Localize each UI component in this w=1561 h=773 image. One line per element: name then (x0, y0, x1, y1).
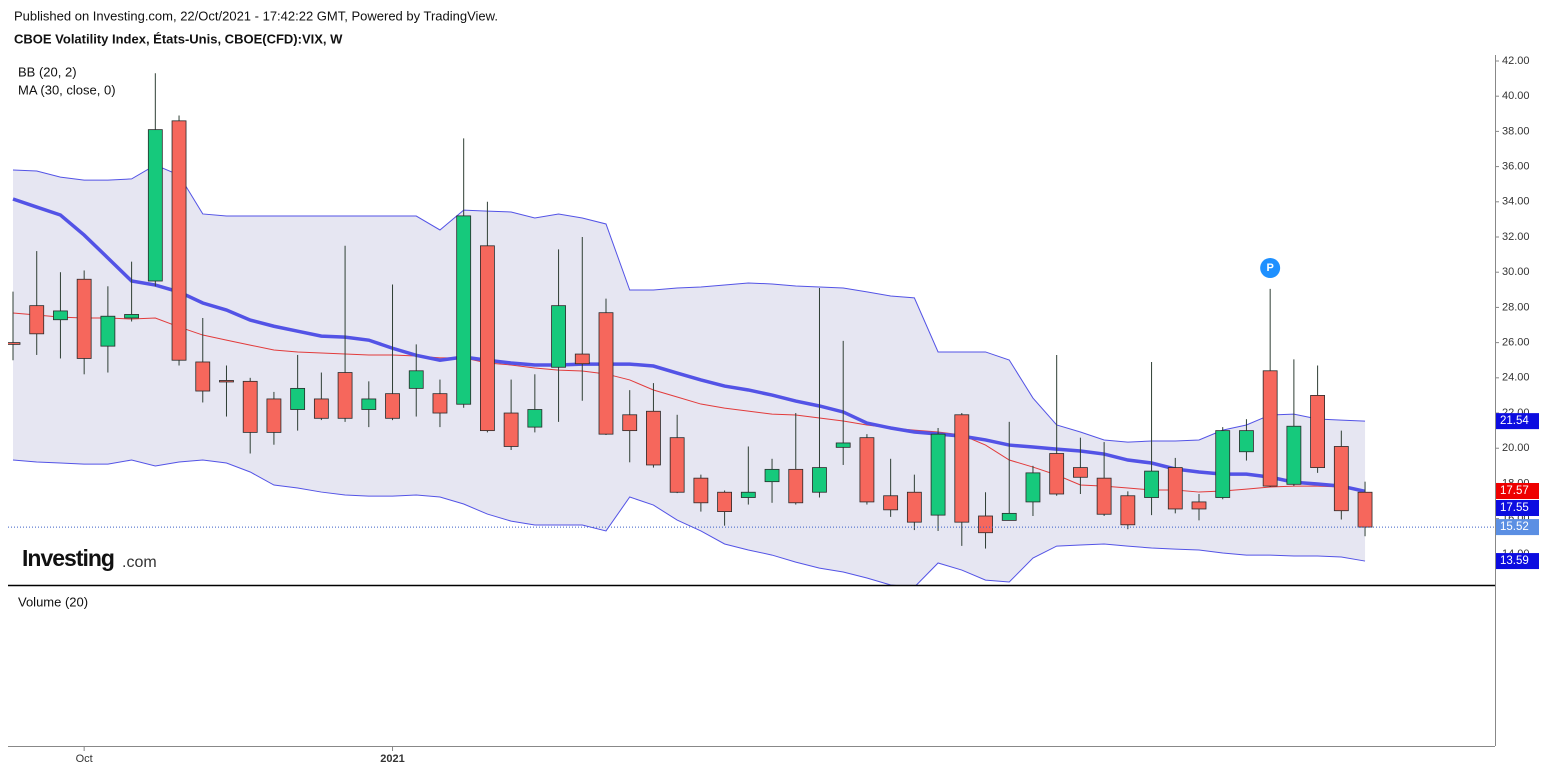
candle-body (598, 312, 614, 435)
value-label: 13.59 (1500, 555, 1529, 567)
logo: Investing (22, 545, 114, 571)
value-label-box (1496, 553, 1539, 570)
candle-body (124, 314, 139, 319)
bb-basis (12, 197, 1366, 494)
y-tick-label: 34.00 (1502, 196, 1530, 208)
annotation-marker (1260, 258, 1281, 278)
value-label-box (1496, 413, 1539, 430)
annotation-text: P (1266, 262, 1273, 274)
candle-body (1167, 467, 1183, 510)
candle-body (978, 515, 993, 534)
chart-title: CBOE Volatility Index, États-Unis, CBOE(… (14, 31, 343, 46)
value-label: 15.52 (1500, 521, 1529, 533)
candle-body (764, 468, 780, 483)
candle-body (195, 361, 211, 392)
candle-body (906, 491, 922, 523)
y-tick-label: 26.00 (1502, 337, 1530, 349)
value-label: 17.55 (1500, 502, 1529, 514)
candle-body (812, 467, 827, 493)
candle-body (1073, 467, 1088, 478)
candle-body (1286, 425, 1302, 485)
candle-body (1333, 446, 1349, 512)
candle-body (646, 410, 661, 466)
candle-body (171, 120, 187, 361)
candle-body (835, 442, 851, 448)
candle-body (29, 305, 45, 335)
y-tick-label: 24.00 (1502, 372, 1530, 384)
y-tick-label: 30.00 (1502, 266, 1530, 278)
bb-lower (12, 459, 1366, 585)
candle-body (290, 387, 306, 410)
legend-bb: BB (20, 2) (18, 64, 77, 79)
candle-body (76, 278, 92, 359)
candle-body (1049, 453, 1065, 495)
candle-body (456, 215, 472, 405)
value-label-box (1496, 519, 1539, 536)
candle-body (147, 129, 163, 282)
candle-body (788, 468, 804, 504)
value-label: 17.57 (1500, 485, 1529, 497)
candle-body (100, 315, 116, 347)
candle-body (1239, 430, 1254, 453)
candle-body (408, 370, 424, 389)
candle-body (219, 380, 234, 383)
value-label: 21.54 (1500, 415, 1529, 427)
logo-suffix: .com (122, 554, 157, 571)
value-label-box (1496, 483, 1539, 500)
y-tick-label: 32.00 (1502, 231, 1530, 243)
candle-body (1001, 512, 1017, 521)
candle-body (8, 342, 21, 345)
candle-body (1144, 470, 1159, 498)
legend-ma: MA (30, close, 0) (18, 82, 116, 97)
candle-body (954, 414, 970, 523)
bb-upper (12, 164, 1366, 443)
y-tick-label: 36.00 (1502, 161, 1530, 173)
candle-body (361, 398, 377, 410)
candle-body (1310, 395, 1325, 468)
candle-body (479, 245, 495, 432)
value-label-box (1496, 500, 1539, 517)
candle-body (1191, 501, 1207, 510)
candle-body (53, 310, 68, 321)
price-pane (8, 73, 1373, 585)
candle-body (859, 437, 875, 503)
candle-body (1025, 472, 1041, 503)
candle-body (1120, 495, 1136, 526)
candle-body (266, 398, 282, 433)
x-tick-label: Oct (76, 753, 93, 765)
candle-body (242, 380, 258, 433)
y-tick-label: 42.00 (1502, 55, 1530, 67)
candle-body (622, 414, 638, 432)
candle-body (1357, 491, 1373, 528)
candle-body (930, 433, 946, 516)
candle-body (1215, 430, 1231, 498)
volume-label: Volume (20) (18, 594, 88, 609)
candle-body (740, 491, 756, 498)
candle-body (527, 409, 543, 428)
candle-body (551, 305, 566, 368)
candle-body (669, 437, 685, 493)
candle-body (1096, 477, 1112, 515)
y-tick-label: 40.00 (1502, 90, 1530, 102)
y-tick-label: 38.00 (1502, 125, 1530, 137)
candle-body (503, 412, 519, 447)
candle-body (883, 495, 899, 511)
candle-body (693, 477, 709, 504)
candle-body (717, 491, 732, 512)
candle-body (432, 393, 448, 414)
candle-body (574, 353, 590, 365)
candle-body (385, 393, 400, 419)
candle-body (1262, 370, 1278, 487)
ma-line (12, 312, 1366, 493)
y-tick-label: 20.00 (1502, 442, 1530, 454)
candle-body (337, 372, 353, 419)
candle-body (313, 398, 329, 419)
y-tick-label: 28.00 (1502, 301, 1530, 313)
x-tick-label: 2021 (380, 753, 404, 765)
published-note: Published on Investing.com, 22/Oct/2021 … (14, 8, 498, 23)
